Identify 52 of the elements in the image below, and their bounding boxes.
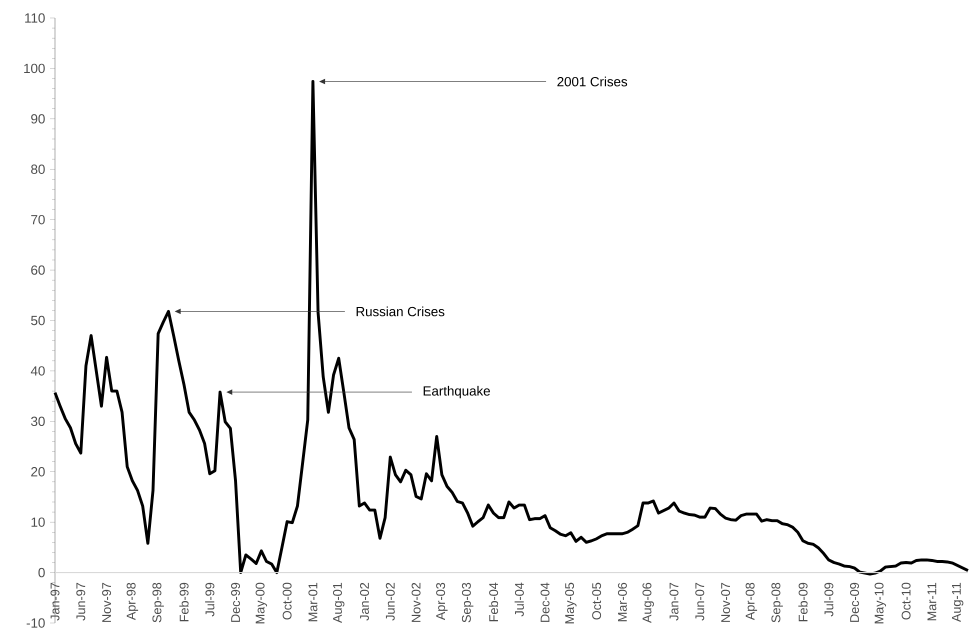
x-tick-label: Aug-06 — [642, 582, 654, 623]
x-tick-label: Oct-10 — [902, 582, 911, 620]
x-tick-label: Jul-04 — [514, 582, 524, 616]
y-tick-label: 50 — [31, 316, 45, 326]
x-tick-label: Apr-98 — [126, 582, 138, 620]
y-tick-label: 60 — [31, 265, 45, 275]
x-tick-label: Mar-01 — [308, 582, 318, 622]
x-tick-label: Jul-09 — [824, 582, 834, 616]
y-tick-label: 40 — [30, 366, 45, 376]
y-tick-label: 0 — [38, 568, 45, 578]
y-tick-label: 30 — [31, 416, 45, 426]
y-tick-label: 20 — [31, 467, 45, 476]
x-tick-label: Oct-00 — [282, 582, 292, 620]
y-tick-label: 10 — [32, 517, 45, 527]
x-tick-label: Sep-08 — [771, 582, 783, 622]
y-tick-label: -10 — [26, 618, 45, 628]
x-tick-label: May-05 — [565, 582, 577, 624]
x-tick-label: Sep-03 — [462, 582, 474, 622]
annotation: 2001 Crises — [557, 76, 628, 86]
x-tick-label: Jan-97 — [50, 582, 60, 621]
x-tick-label: Feb-09 — [798, 582, 808, 622]
y-tick-label: 110 — [25, 13, 45, 23]
x-tick-label: Nov-07 — [721, 582, 730, 622]
x-tick-label: Nov-97 — [102, 582, 112, 622]
x-tick-label: Dec-04 — [540, 582, 550, 622]
x-tick-label: May-10 — [874, 582, 886, 624]
annotation: Earthquake — [424, 386, 490, 398]
y-tick-label: 100 — [24, 64, 45, 74]
x-tick-label: May-00 — [256, 582, 268, 624]
y-tick-label: 90 — [31, 114, 45, 124]
x-tick-label: Mar-06 — [618, 582, 627, 622]
x-tick-label: Jun-07 — [695, 582, 704, 621]
x-tick-label: Dec-99 — [231, 582, 240, 622]
x-tick-label: Apr-08 — [746, 582, 758, 620]
x-tick-label: Jan-07 — [670, 582, 678, 621]
x-tick-label: Oct-05 — [592, 582, 602, 620]
x-tick-label: Feb-04 — [488, 582, 498, 622]
x-tick-label: Aug-01 — [332, 582, 344, 623]
x-tick-label: Nov-02 — [412, 582, 421, 622]
x-tick-label: Aug-11 — [952, 582, 964, 622]
y-tick-label: 70 — [31, 214, 45, 224]
x-tick-label: Jun-97 — [76, 582, 86, 621]
x-tick-label: Dec-09 — [850, 582, 859, 622]
x-tick-label: Sep-98 — [152, 582, 164, 622]
x-tick-label: Jun-02 — [386, 582, 395, 621]
x-tick-label: Jan-02 — [360, 582, 369, 621]
x-tick-label: Mar-11 — [927, 582, 936, 620]
y-tick-label: 80 — [31, 164, 45, 174]
x-tick-label: Apr-03 — [436, 582, 448, 620]
x-tick-label: Jul-99 — [205, 582, 214, 616]
x-tick-label: Feb-99 — [179, 582, 189, 622]
annotation: Russian Crises — [356, 306, 444, 316]
